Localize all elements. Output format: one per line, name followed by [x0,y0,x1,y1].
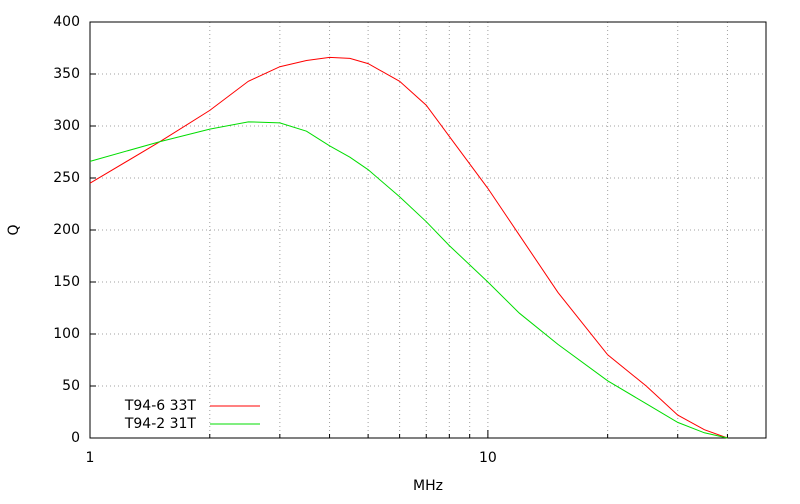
y-tick-label: 50 [62,378,80,394]
legend-label: T94-6 33T [124,398,197,414]
y-tick-label: 350 [53,66,80,82]
x-tick-label: 10 [479,450,497,466]
series-line [89,121,728,439]
y-tick-label: 100 [53,326,80,342]
x-axis-label: MHz [413,478,443,494]
y-tick-label: 150 [53,274,80,290]
y-tick-label: 0 [71,430,80,446]
series-line [89,56,728,439]
y-tick-label: 250 [53,170,80,186]
plot-border [89,21,767,439]
y-tick-label: 300 [53,118,80,134]
y-axis-label: Q [6,224,22,235]
x-tick-label: 1 [86,450,95,466]
y-tick-label: 200 [53,222,80,238]
legend-label: T94-2 31T [124,416,197,432]
y-tick-label: 400 [53,14,80,30]
